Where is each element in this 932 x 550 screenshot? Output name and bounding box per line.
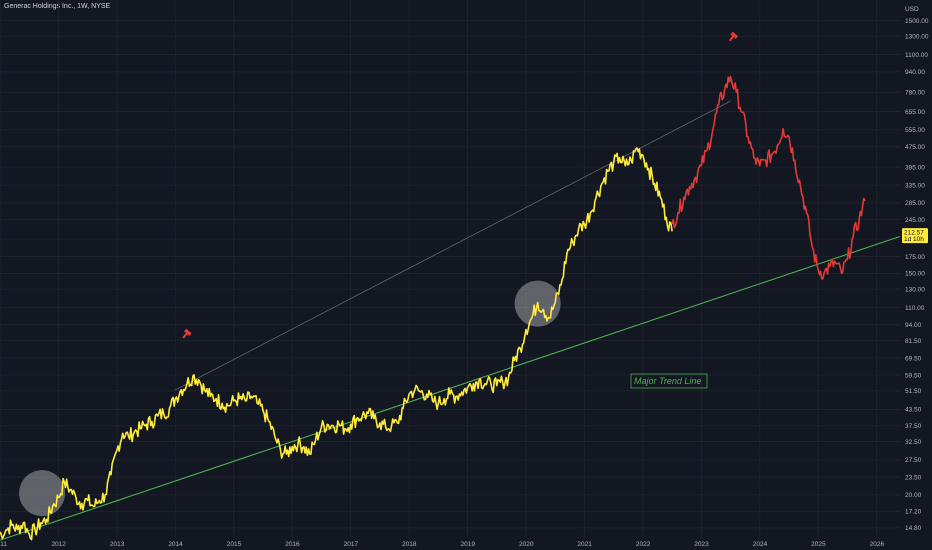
y-tick-label: 27.50: [905, 457, 922, 464]
x-tick-label: 2024: [753, 541, 768, 548]
price-series: [0, 75, 866, 541]
x-tick-label: 2011: [0, 541, 7, 548]
x-tick-label: 2018: [402, 541, 417, 548]
y-axis: USD 14.80 17.20 20.00 23.50 27.50 32.50 37.50 43…: [900, 0, 932, 550]
series-line-1: [671, 75, 866, 280]
y-tick-label: 150.00: [905, 271, 925, 278]
last-price-countdown: 1d 10h: [904, 236, 924, 243]
annotation-text: Major Trend Line: [634, 376, 701, 386]
y-tick-label: 555.00: [905, 127, 925, 134]
y-tick-label: 175.00: [905, 254, 925, 261]
y-tick-label: 17.20: [905, 509, 922, 516]
y-tick-label: 475.00: [905, 144, 925, 151]
x-tick-label: 2015: [227, 541, 242, 548]
y-tick-label: 43.50: [905, 407, 922, 414]
event-markers: [182, 31, 739, 339]
y-tick-label: 32.50: [905, 439, 922, 446]
y-tick-label: 110.00: [905, 305, 925, 312]
x-tick-label: 2019: [461, 541, 476, 548]
x-tick-label: 2020: [519, 541, 534, 548]
y-tick-label: 69.50: [905, 355, 922, 362]
highlight-circle: [19, 470, 66, 517]
marker-handle: [728, 35, 735, 42]
y-tick-label: 1100.00: [905, 52, 928, 59]
last-price-value: 212.57: [904, 230, 924, 237]
y-tick-label: 81.50: [905, 338, 922, 345]
x-tick-label: 2012: [51, 541, 66, 548]
x-tick-label: 2025: [811, 541, 826, 548]
x-tick-label: 2021: [577, 541, 592, 548]
y-tick-label: 14.80: [905, 525, 922, 532]
marker-head: [184, 328, 192, 336]
y-tick-label: 395.00: [905, 164, 925, 171]
y-tick-label: 1300.00: [905, 33, 929, 40]
y-axis-background: [900, 0, 932, 550]
y-tick-label: 94.00: [905, 322, 922, 329]
x-tick-label: 2017: [344, 541, 359, 548]
y-tick-label: 1500.00: [905, 18, 929, 25]
y-tick-label: 23.50: [905, 474, 922, 481]
y-tick-label: 940.00: [905, 69, 925, 76]
y-tick-label: 335.00: [905, 182, 925, 189]
y-tick-label: 655.00: [905, 109, 925, 116]
marker-head: [730, 31, 739, 39]
chart-grid: [0, 0, 900, 538]
x-tick-label: 2013: [110, 541, 125, 548]
major-trend-line: [0, 235, 901, 541]
x-tick-label: 2026: [870, 541, 885, 548]
y-tick-label: 59.50: [905, 372, 922, 379]
x-tick-label: 2016: [285, 541, 300, 548]
currency-label: USD: [905, 6, 919, 13]
y-tick-label: 51.50: [905, 388, 922, 395]
highlight-circles: [19, 280, 561, 517]
x-tick-label: 2023: [694, 541, 709, 548]
event-marker-icon: [182, 328, 192, 339]
upper-resistance-line: [175, 100, 731, 391]
event-marker-icon: [728, 31, 739, 42]
x-tick-label: 2022: [636, 541, 651, 548]
y-tick-label: 37.50: [905, 423, 922, 430]
y-tick-label: 780.00: [905, 90, 925, 97]
annotation-box: [630, 373, 708, 389]
y-tick-label: 285.00: [905, 200, 925, 207]
x-tick-label: 2014: [168, 541, 183, 548]
annotations[interactable]: Major Trend Line: [630, 373, 708, 389]
y-tick-label: 245.00: [905, 217, 925, 224]
y-tick-label: 20.00: [905, 492, 922, 499]
last-price-badge: [902, 228, 928, 244]
marker-handle: [182, 332, 188, 339]
y-tick-label: 130.00: [905, 286, 925, 293]
chart-title: Generac Holdings Inc., 1W, NYSE: [4, 3, 111, 10]
x-axis: 2011 2012 2013 2014 2015 2016 2017 2018 2019 2020…: [0, 541, 884, 548]
series-line-0: [0, 147, 673, 541]
